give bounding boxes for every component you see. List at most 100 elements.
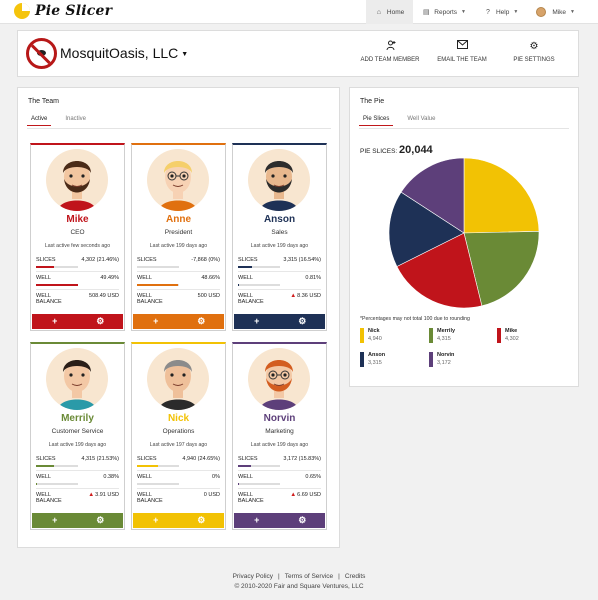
- add-slices-button[interactable]: +: [234, 314, 280, 329]
- legend-name: Norvin: [437, 352, 455, 358]
- well-balance-label-line2: BALANCE: [137, 299, 163, 305]
- slices-stat: SLICES -7,868 (0%): [137, 257, 220, 269]
- card-actions: + ⚙: [32, 513, 123, 528]
- card-actions: + ⚙: [234, 314, 325, 329]
- well-bar: [238, 284, 280, 286]
- well-balance-amount: 0 USD: [203, 492, 220, 498]
- nav-reports[interactable]: ▤ Reports ▼: [413, 0, 475, 24]
- member-name[interactable]: Anson: [263, 214, 296, 225]
- plus-icon: +: [153, 515, 159, 525]
- divider: [137, 289, 220, 290]
- tab-pie-slices[interactable]: Pie Slices: [359, 116, 394, 126]
- member-settings-button[interactable]: ⚙: [77, 314, 123, 329]
- company-name: MosquitOasis, LLC: [60, 45, 179, 61]
- company-selector[interactable]: MosquitOasis, LLC ▼: [60, 45, 188, 61]
- well-bar: [238, 483, 280, 485]
- pie-logo-icon: [14, 3, 30, 19]
- slices-label: SLICES: [137, 456, 157, 462]
- well-balance-label-line2: BALANCE: [137, 498, 163, 504]
- add-slices-button[interactable]: +: [32, 314, 78, 329]
- member-name[interactable]: Mike: [66, 214, 89, 225]
- member-last-active: Last active 199 days ago: [149, 243, 208, 249]
- chevron-down-icon: ▼: [570, 9, 575, 15]
- slices-value: -7,868 (0%): [191, 257, 220, 263]
- terms-of-service-link[interactable]: Terms of Service: [284, 573, 334, 580]
- slices-bar: [36, 465, 78, 467]
- card-actions: + ⚙: [133, 513, 224, 528]
- pie-total-value: 20,044: [399, 144, 433, 156]
- slices-bar: [137, 266, 179, 268]
- add-team-member-button[interactable]: ADD TEAM MEMBER: [360, 40, 420, 63]
- member-last-active: Last active 199 days ago: [250, 442, 309, 448]
- pie-total: PIE SLICES: 20,044: [360, 144, 433, 156]
- member-name[interactable]: Anne: [166, 214, 191, 225]
- member-settings-button[interactable]: ⚙: [178, 513, 224, 528]
- nav-help[interactable]: ? Help ▼: [475, 0, 527, 24]
- app-logo[interactable]: Pie Slicer: [14, 3, 112, 19]
- legend-swatch: [429, 328, 433, 343]
- home-icon: ⌂: [376, 8, 382, 16]
- caret-down-icon: ▼: [181, 50, 189, 58]
- divider: [36, 289, 119, 290]
- add-slices-button[interactable]: +: [133, 314, 179, 329]
- tabs-underline: [359, 128, 569, 129]
- tab-well-value[interactable]: Well Value: [407, 116, 436, 122]
- rounding-note: *Percentages may not total 100 due to ro…: [360, 316, 470, 322]
- plus-icon: +: [52, 316, 58, 326]
- well-balance-label-line2: BALANCE: [36, 498, 62, 504]
- member-settings-button[interactable]: ⚙: [178, 314, 224, 329]
- member-settings-button[interactable]: ⚙: [279, 513, 325, 528]
- slices-label: SLICES: [238, 257, 258, 263]
- reports-icon: ▤: [422, 9, 430, 16]
- team-panel: The Team Active Inactive Mike CEO Last act…: [17, 87, 340, 548]
- card-actions: + ⚙: [32, 314, 123, 329]
- pie-settings-button[interactable]: ⚙ PIE SETTINGS: [504, 40, 564, 63]
- nav-home[interactable]: ⌂ Home: [365, 0, 414, 24]
- slices-bar: [137, 465, 179, 467]
- pie-slice-norvin[interactable]: [400, 157, 465, 234]
- well-balance-label-line1: WELL: [36, 492, 51, 498]
- well-value: 0.38%: [103, 474, 119, 480]
- pie-slice-nick[interactable]: [463, 157, 540, 234]
- tab-inactive[interactable]: Inactive: [65, 116, 87, 122]
- well-balance-value: ▲8.36 USD: [290, 293, 321, 299]
- slices-value: 3,172 (15.83%): [283, 456, 321, 462]
- well-value: 0.81%: [305, 275, 321, 281]
- pie-slice-merrily[interactable]: [463, 231, 540, 307]
- member-settings-button[interactable]: ⚙: [77, 513, 123, 528]
- slices-stat: SLICES 4,315 (21.53%): [36, 456, 119, 468]
- member-avatar: [147, 348, 209, 410]
- pie-slice-anson[interactable]: [388, 191, 465, 267]
- slices-stat: SLICES 4,940 (24.65%): [137, 456, 220, 468]
- nav-user-menu[interactable]: Mike ▼: [527, 0, 584, 24]
- add-slices-button[interactable]: +: [234, 513, 280, 528]
- add-slices-button[interactable]: +: [32, 513, 78, 528]
- member-settings-button[interactable]: ⚙: [279, 314, 325, 329]
- tab-active[interactable]: Active: [27, 116, 52, 126]
- pie-slice-mike[interactable]: [396, 232, 483, 309]
- plus-icon: +: [254, 316, 260, 326]
- email-team-button[interactable]: EMAIL THE TEAM: [432, 40, 492, 63]
- member-name[interactable]: Norvin: [263, 413, 296, 424]
- credits-link[interactable]: Credits: [344, 573, 366, 580]
- add-slices-button[interactable]: +: [133, 513, 179, 528]
- well-balance-amount: 508.49 USD: [89, 293, 119, 299]
- member-name[interactable]: Merrily: [61, 413, 94, 424]
- slices-bar: [238, 266, 280, 268]
- copyright: © 2010-2020 Fair and Square Ventures, LL…: [234, 583, 364, 590]
- gear-icon: ⚙: [298, 316, 307, 326]
- member-name[interactable]: Nick: [167, 413, 190, 424]
- well-balance-label-line1: WELL: [238, 293, 253, 299]
- privacy-policy-link[interactable]: Privacy Policy: [232, 573, 274, 580]
- slices-label: SLICES: [36, 456, 56, 462]
- mail-icon: [432, 40, 492, 53]
- legend-value: 4,302: [505, 336, 519, 342]
- slices-stat: SLICES 3,172 (15.83%): [238, 456, 321, 468]
- slices-label: SLICES: [137, 257, 157, 263]
- gear-icon: ⚙: [197, 316, 206, 326]
- member-card-anne: Anne President Last active 199 days ago SLI…: [131, 143, 226, 331]
- well-balance-value: ▲6.69 USD: [290, 492, 321, 498]
- member-role: Operations: [162, 428, 195, 435]
- divider: [137, 470, 220, 471]
- well-balance-label-line2: BALANCE: [36, 299, 62, 305]
